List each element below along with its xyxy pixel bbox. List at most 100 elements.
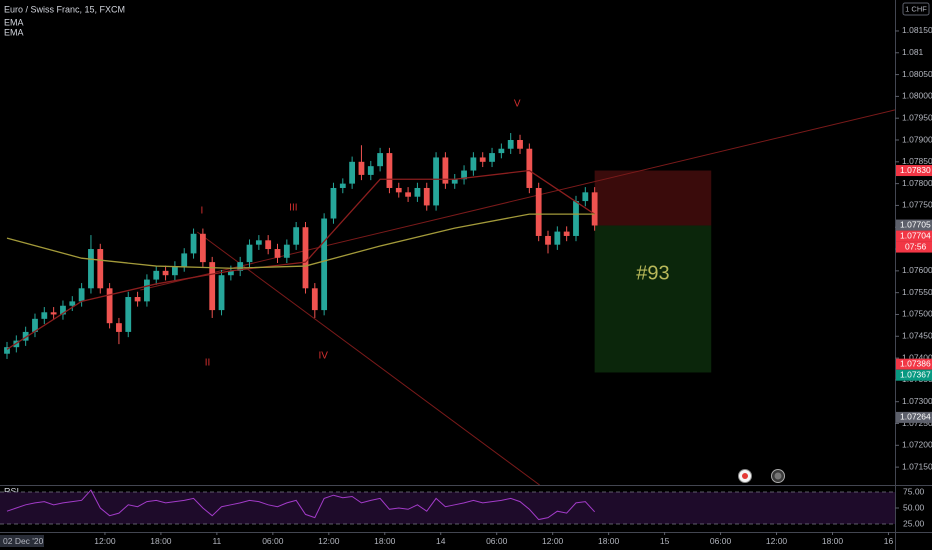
candle-body <box>489 153 495 162</box>
x-tick-label: 12:00 <box>318 536 340 546</box>
candle-body <box>209 262 216 311</box>
y-tick-label: 1.081 <box>902 47 924 57</box>
candle-body <box>470 157 477 171</box>
x-tick-label: 18:00 <box>150 536 172 546</box>
candle-body <box>293 227 300 245</box>
candle-body <box>451 179 458 184</box>
candle-body <box>32 318 38 332</box>
rsi-title: RSI <box>4 486 19 496</box>
position-profit-zone <box>594 225 712 373</box>
y-tick-label: 1.07750 <box>902 200 932 210</box>
candle-body <box>78 288 85 302</box>
price-marker-label: 1.07264 <box>900 412 931 422</box>
position-label: #93 <box>636 262 669 284</box>
candle-body <box>573 201 579 236</box>
candle-body <box>311 288 318 311</box>
rsi-tick-label: 75.00 <box>903 486 925 496</box>
x-tick-label: 12:00 <box>94 536 116 546</box>
y-tick-label: 1.07300 <box>902 396 932 406</box>
event-icon[interactable] <box>771 469 785 483</box>
candle-body <box>134 297 141 302</box>
candle-body <box>125 297 132 332</box>
candle-body <box>237 262 244 271</box>
candle-body <box>88 249 94 289</box>
candle-body <box>386 153 393 188</box>
candle-body <box>414 187 421 197</box>
candle-body <box>442 157 449 184</box>
candle-body <box>433 157 439 206</box>
x-tick-label: 11 <box>212 536 221 546</box>
candle-body <box>181 253 188 267</box>
candle-body <box>106 288 113 324</box>
candle-body <box>162 270 169 276</box>
rsi-band <box>0 492 895 525</box>
candle-body <box>60 305 66 315</box>
x-tick-label: 18:00 <box>374 536 396 546</box>
price-marker <box>896 369 932 381</box>
ema-line <box>6 213 595 269</box>
countdown-label: 07:56 <box>905 241 927 251</box>
price-marker <box>896 411 932 423</box>
date-label: 02 Dec '20 <box>3 536 44 546</box>
ema-line <box>6 169 596 350</box>
candle-body <box>153 270 160 280</box>
price-marker-label: 1.07704 <box>900 230 931 240</box>
y-tick-label: 1.08000 <box>902 91 932 101</box>
y-tick-label: 1.07850 <box>902 156 932 166</box>
x-tick-label: 16 <box>884 536 894 546</box>
candle-body <box>591 192 598 226</box>
candle-body <box>507 140 514 149</box>
legend-entry: EMA <box>4 27 24 37</box>
price-marker-label: 1.07386 <box>900 358 931 368</box>
candle-body <box>377 153 383 167</box>
alert-icon[interactable] <box>738 469 752 483</box>
candle-body <box>22 331 29 341</box>
price-marker-label: 1.07830 <box>900 165 931 175</box>
y-tick-label: 1.07150 <box>902 461 932 471</box>
y-tick-label: 1.07600 <box>902 265 932 275</box>
candle-body <box>274 249 281 258</box>
x-tick-label: 14 <box>436 536 446 546</box>
price-marker <box>896 219 932 231</box>
candle-body <box>535 187 542 236</box>
y-tick-label: 1.07800 <box>902 178 932 188</box>
rsi-tick-label: 50.00 <box>903 502 925 512</box>
candle-body <box>517 140 523 149</box>
candle-body <box>498 148 505 154</box>
candle-body <box>563 231 570 236</box>
candle-body <box>330 187 337 219</box>
x-tick-label: 06:00 <box>262 536 284 546</box>
wave-label: IV <box>318 351 328 362</box>
candle-body <box>4 347 10 354</box>
candle-body <box>116 323 122 332</box>
currency-box[interactable] <box>902 2 930 16</box>
x-tick-label: 06:00 <box>710 536 732 546</box>
candle-body <box>479 157 486 162</box>
price-marker-label: 1.07705 <box>900 219 931 229</box>
candle-body <box>255 240 262 245</box>
candle-body <box>554 231 561 245</box>
candle-body <box>582 192 589 202</box>
x-tick-label: 15 <box>660 536 670 546</box>
wave-label: II <box>205 358 211 369</box>
y-tick-label: 1.07900 <box>902 134 932 144</box>
x-tick-label: 18:00 <box>598 536 620 546</box>
candle-body <box>358 161 365 175</box>
y-tick-label: 1.07500 <box>902 309 932 319</box>
x-tick-label: 18:00 <box>822 536 844 546</box>
candle-body <box>172 266 178 276</box>
candle-body <box>246 244 253 263</box>
candle-body <box>339 183 346 188</box>
countdown-box <box>896 241 932 253</box>
date-label-box <box>0 535 44 547</box>
price-marker <box>896 230 932 242</box>
candle-body <box>349 161 356 184</box>
rsi-tick-label: 25.00 <box>903 518 925 528</box>
y-tick-label: 1.07450 <box>902 331 932 341</box>
x-tick-label: 12:00 <box>542 536 564 546</box>
candle-body <box>302 227 309 289</box>
y-tick-label: 1.08150 <box>902 25 932 35</box>
candle-body <box>405 192 411 197</box>
trendline <box>140 109 895 291</box>
